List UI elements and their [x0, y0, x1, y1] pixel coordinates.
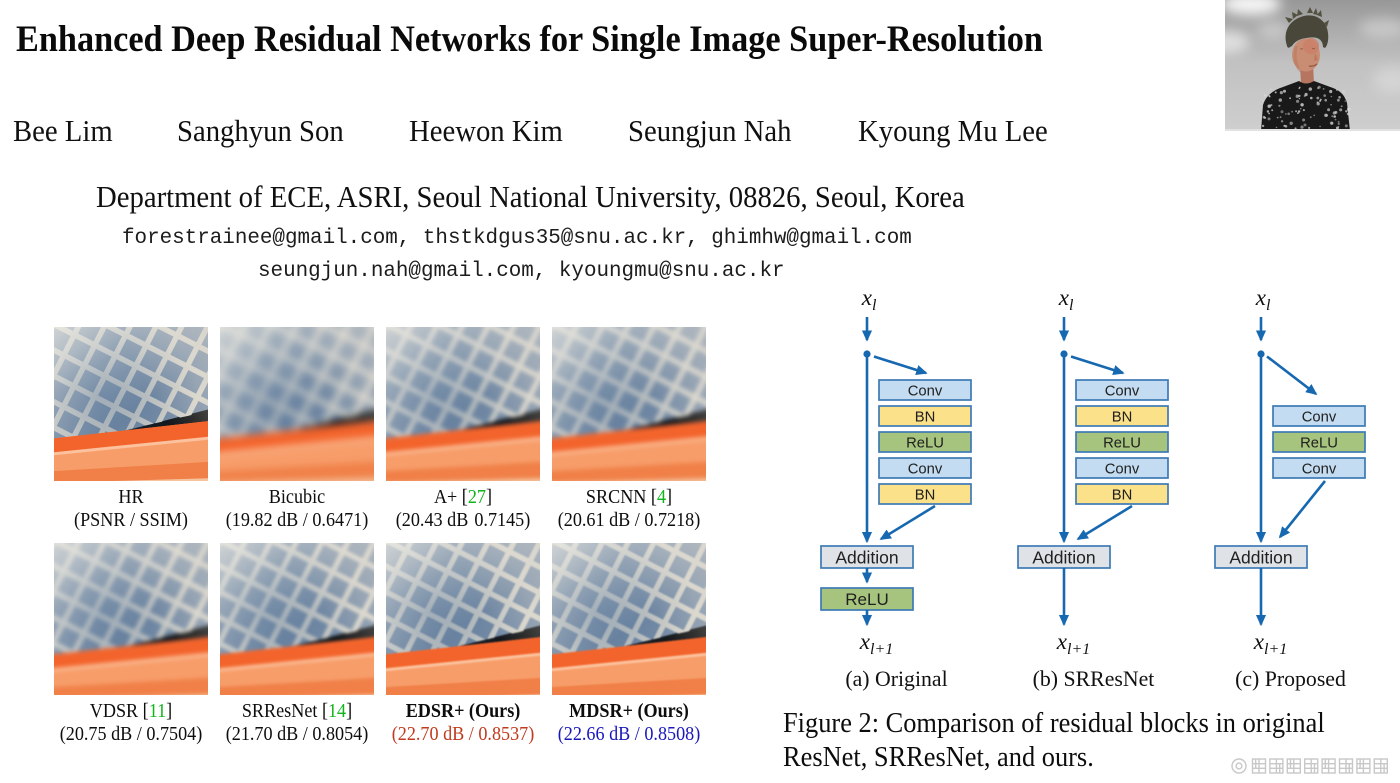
svg-text:x: x: [1058, 285, 1070, 310]
svg-text:x: x: [861, 285, 873, 310]
svg-text:BN: BN: [915, 487, 936, 503]
svg-text:ReLU: ReLU: [1300, 435, 1338, 451]
svg-text:Conv: Conv: [1105, 461, 1140, 477]
svg-text:ReLU: ReLU: [1103, 435, 1141, 451]
svg-text:BN: BN: [1112, 487, 1133, 503]
svg-text:ReLU: ReLU: [906, 435, 944, 451]
svg-text:x: x: [1253, 629, 1265, 654]
svg-text:l: l: [1069, 297, 1074, 314]
svg-text:Conv: Conv: [1105, 383, 1140, 399]
svg-text:l: l: [872, 297, 877, 314]
svg-text:BN: BN: [915, 409, 936, 425]
svg-text:x: x: [859, 629, 871, 654]
svg-text:Conv: Conv: [908, 383, 943, 399]
svg-text:Addition: Addition: [835, 547, 898, 567]
svg-text:l+1: l+1: [870, 641, 893, 658]
svg-text:ReLU: ReLU: [845, 590, 888, 609]
svg-text:Conv: Conv: [1302, 409, 1337, 425]
svg-text:l+1: l+1: [1067, 641, 1090, 658]
svg-text:BN: BN: [1112, 409, 1133, 425]
svg-text:Addition: Addition: [1032, 547, 1095, 567]
svg-text:x: x: [1056, 629, 1068, 654]
svg-text:Addition: Addition: [1229, 547, 1292, 567]
svg-text:(a) Original: (a) Original: [845, 667, 947, 691]
svg-text:(b) SRResNet: (b) SRResNet: [1033, 667, 1155, 691]
svg-text:x: x: [1255, 285, 1267, 310]
svg-text:(c) Proposed: (c) Proposed: [1235, 667, 1346, 691]
svg-text:l: l: [1266, 297, 1271, 314]
svg-text:Conv: Conv: [908, 461, 943, 477]
svg-text:Conv: Conv: [1302, 461, 1337, 477]
svg-text:l+1: l+1: [1264, 641, 1287, 658]
